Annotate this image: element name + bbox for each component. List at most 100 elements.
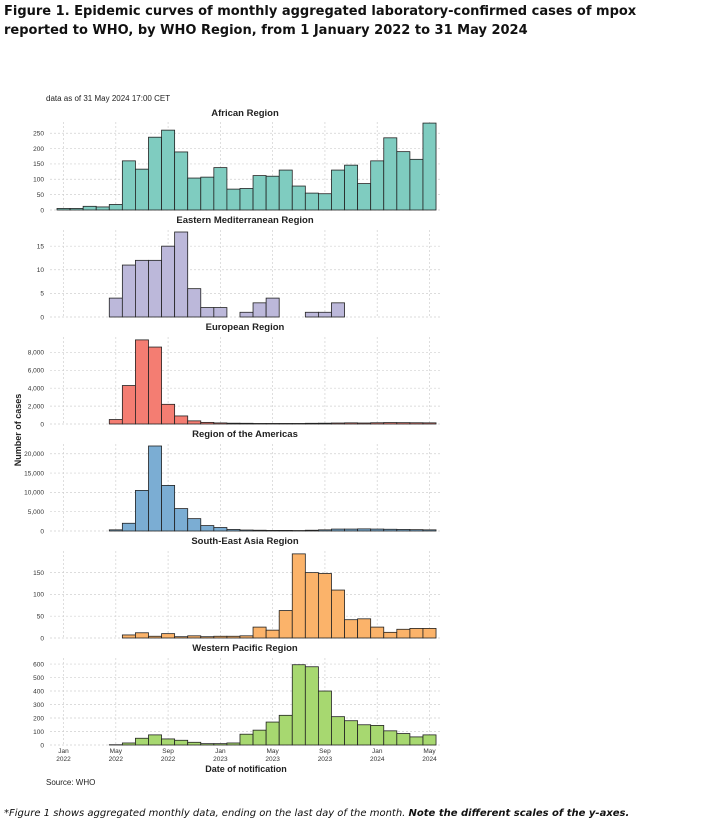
bar: [174, 739, 189, 746]
y-tick-label: 5,000: [28, 509, 45, 516]
bar: [187, 741, 202, 746]
x-tick-label-month: Jan: [215, 748, 226, 755]
bar: [317, 573, 332, 639]
x-tick-label-year: 2023: [213, 756, 228, 763]
bar: [148, 346, 162, 425]
y-axis-label: Number of cases: [13, 393, 23, 467]
y-tick-label: 500: [33, 675, 44, 682]
bar: [278, 610, 293, 639]
x-tick-label-month: Jan: [58, 748, 69, 755]
y-tick-label: 50: [37, 614, 45, 621]
bar: [213, 167, 228, 211]
panel-title: Western Pacific Region: [192, 643, 298, 654]
bar: [344, 528, 359, 532]
y-tick-label: 15: [37, 243, 45, 250]
y-tick-label: 6,000: [28, 368, 45, 375]
bar: [200, 176, 215, 211]
bar: [200, 307, 215, 318]
y-tick-label: 0: [40, 314, 44, 321]
bar: [304, 192, 319, 211]
bar: [108, 297, 123, 318]
bar: [161, 738, 176, 746]
y-tick-label: 0: [40, 207, 44, 214]
bar: [121, 522, 136, 532]
bar: [213, 527, 228, 532]
bar: [409, 628, 424, 639]
bar: [383, 422, 398, 425]
bar: [370, 528, 385, 532]
bar: [187, 635, 202, 639]
bar: [135, 259, 149, 318]
bar: [121, 264, 136, 318]
bar: [200, 525, 215, 532]
bar: [344, 164, 359, 211]
x-tick-label-month: May: [267, 748, 280, 755]
panel-title: African Region: [211, 108, 279, 119]
bar: [187, 518, 202, 532]
x-tick-label-year: 2024: [422, 756, 437, 763]
bar: [121, 742, 136, 746]
bar: [396, 151, 411, 211]
source-note: Source: WHO: [46, 778, 96, 787]
bar: [409, 422, 424, 425]
bar: [161, 129, 176, 211]
bar: [370, 422, 385, 425]
bar: [396, 529, 411, 532]
bar: [265, 297, 280, 318]
bar: [265, 423, 280, 425]
bar: [174, 508, 189, 532]
y-tick-label: 100: [33, 592, 44, 599]
bar: [370, 725, 385, 746]
bar: [265, 629, 280, 639]
y-tick-label: 150: [33, 570, 44, 577]
bar: [422, 628, 437, 639]
bar: [383, 137, 398, 211]
x-tick-label-year: 2022: [109, 756, 124, 763]
panel-western-pacific-region: Western Pacific Region 0 100 200 300 400 500 60…: [33, 643, 440, 749]
panel-region-of-the-americas: Region of the Americas 0 5,000 10,000 15,000…: [24, 429, 440, 535]
bar: [148, 445, 162, 532]
bar: [148, 635, 162, 639]
bar: [226, 742, 241, 746]
bar: [56, 208, 71, 211]
bar: [331, 422, 345, 425]
bar: [291, 423, 306, 425]
bar: [278, 714, 293, 746]
y-tick-label: 0: [40, 742, 44, 749]
panel-title: Eastern Mediterranean Region: [176, 215, 313, 226]
y-tick-label: 250: [33, 131, 44, 138]
bar: [108, 204, 123, 211]
panel-european-region: European Region 0 2,000 4,000 6,000 8,000: [28, 322, 440, 428]
bar: [409, 736, 424, 746]
y-tick-label: 10: [37, 267, 45, 274]
x-tick-label-month: Sep: [162, 748, 174, 755]
bar: [317, 529, 332, 532]
bar: [344, 720, 359, 746]
bar: [108, 529, 123, 532]
bar: [357, 618, 372, 639]
bar: [108, 419, 123, 425]
bar: [252, 529, 267, 532]
y-tick-label: 200: [33, 715, 44, 722]
bar: [357, 183, 372, 211]
panel-title: South-East Asia Region: [191, 536, 299, 547]
y-tick-label: 5: [40, 291, 44, 298]
bar: [135, 632, 149, 639]
bar: [344, 619, 359, 639]
bar: [213, 743, 228, 746]
y-tick-label: 0: [40, 528, 44, 535]
bar: [278, 423, 293, 425]
bar: [291, 664, 306, 746]
bar: [331, 302, 345, 318]
bar: [174, 636, 189, 639]
bar: [304, 422, 319, 425]
bar: [239, 188, 254, 211]
bar: [213, 422, 228, 425]
bar: [422, 529, 437, 532]
y-tick-label: 100: [33, 177, 44, 184]
bar: [174, 415, 189, 425]
bar: [317, 311, 332, 318]
bar: [148, 259, 162, 318]
bar: [265, 175, 280, 211]
bar: [409, 158, 424, 211]
